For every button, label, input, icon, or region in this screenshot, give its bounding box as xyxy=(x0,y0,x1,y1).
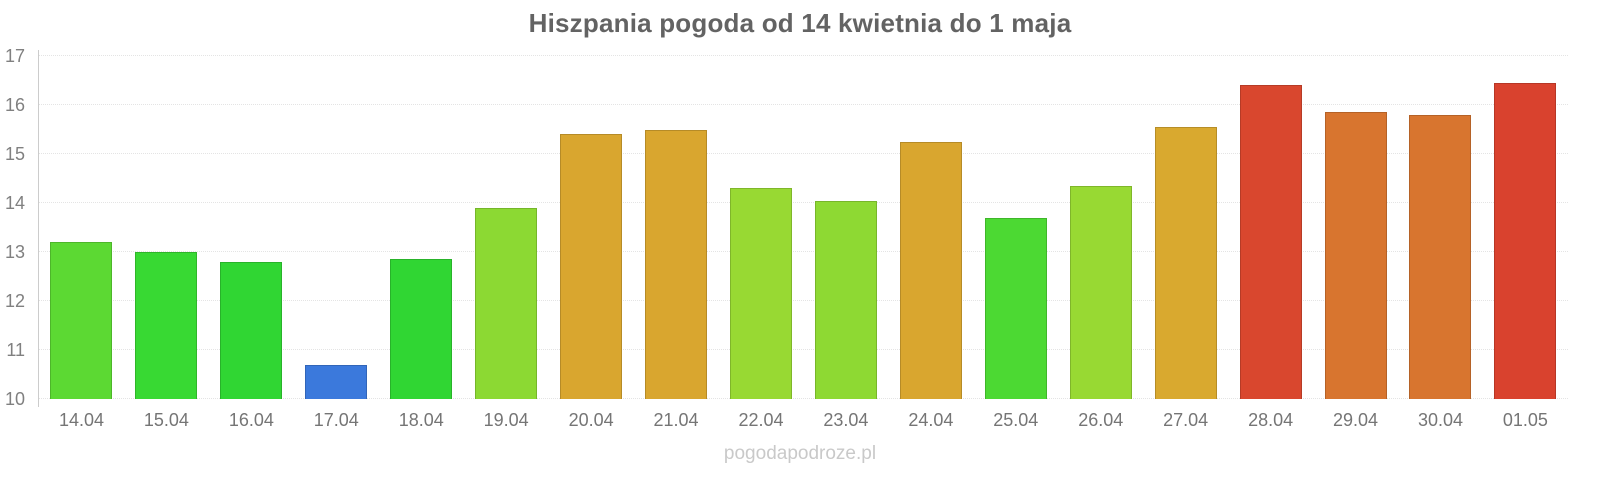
bar-27.04 xyxy=(1154,127,1217,399)
bar-slot: 15.04 xyxy=(135,56,198,430)
y-tick-label: 10 xyxy=(4,389,25,409)
bar-25.04 xyxy=(984,217,1047,399)
bar-slot: 30.04 xyxy=(1409,56,1472,430)
bar-slot: 29.04 xyxy=(1324,56,1387,430)
x-tick-label: 25.04 xyxy=(993,410,1039,430)
x-tick-label: 19.04 xyxy=(483,410,529,430)
y-tick-label: 11 xyxy=(6,340,25,360)
bar-22.04 xyxy=(729,188,792,399)
bar-slot: 26.04 xyxy=(1069,56,1132,430)
bar-slot: 20.04 xyxy=(560,56,623,430)
bar-slot: 28.04 xyxy=(1239,56,1302,430)
bar-21.04 xyxy=(645,129,708,399)
gridline xyxy=(39,251,1568,252)
gridline xyxy=(39,349,1568,350)
bar-slot: 19.04 xyxy=(475,56,538,430)
bar-20.04 xyxy=(560,134,623,399)
y-tick-label: 13 xyxy=(4,242,25,262)
x-tick-label: 16.04 xyxy=(228,410,274,430)
x-tick-label: 23.04 xyxy=(823,410,869,430)
x-tick-label: 29.04 xyxy=(1333,410,1379,430)
bar-slot: 24.04 xyxy=(899,56,962,430)
bars: 14.04 15.04 16.04 17.04 18.04 19.04 20.04 21.04… xyxy=(39,56,1568,430)
bar-28.04 xyxy=(1239,85,1302,399)
bar-23.04 xyxy=(814,200,877,399)
y-tick-label: 14 xyxy=(4,193,25,213)
bar-slot: 16.04 xyxy=(220,56,283,430)
x-tick-label: 28.04 xyxy=(1248,410,1294,430)
y-tick-label: 16 xyxy=(4,95,25,115)
bar-slot: 27.04 xyxy=(1154,56,1217,430)
chart-title: Hiszpania pogoda od 14 kwietnia do 1 maj… xyxy=(528,8,1072,38)
x-tick-label: 26.04 xyxy=(1078,410,1124,430)
bar-19.04 xyxy=(475,207,538,399)
bar-26.04 xyxy=(1069,185,1132,399)
x-tick-label: 20.04 xyxy=(568,410,614,430)
x-tick-label: 21.04 xyxy=(653,410,699,430)
x-tick-label: 15.04 xyxy=(143,410,189,430)
gridline xyxy=(39,104,1568,105)
bar-slot: 18.04 xyxy=(390,56,453,430)
gridline xyxy=(39,300,1568,301)
bar-16.04 xyxy=(220,261,283,399)
bar-17.04 xyxy=(305,364,368,399)
bar-slot: 23.04 xyxy=(814,56,877,430)
x-tick-label: 27.04 xyxy=(1163,410,1209,430)
bar-slot: 17.04 xyxy=(305,56,368,430)
watermark: pogodapodroze.pl xyxy=(723,443,877,464)
bar-slot: 01.05 xyxy=(1494,56,1557,430)
bar-18.04 xyxy=(390,259,453,399)
x-tick-label: 14.04 xyxy=(58,410,104,430)
gridline xyxy=(39,398,1568,399)
x-tick-label: 24.04 xyxy=(908,410,954,430)
plot-area: 14.04 15.04 16.04 17.04 18.04 19.04 20.04 21.04… xyxy=(39,55,1568,430)
bar-01.05 xyxy=(1494,82,1557,399)
bar-14.04 xyxy=(50,242,113,399)
bar-slot: 25.04 xyxy=(984,56,1047,430)
x-tick-label: 17.04 xyxy=(313,410,359,430)
x-tick-label: 01.05 xyxy=(1502,410,1548,430)
bar-slot: 22.04 xyxy=(729,56,792,430)
x-tick-label: 22.04 xyxy=(738,410,784,430)
bar-slot: 14.04 xyxy=(50,56,113,430)
gridline xyxy=(39,153,1568,154)
bar-15.04 xyxy=(135,252,198,399)
bar-30.04 xyxy=(1409,114,1472,399)
x-tick-label: 18.04 xyxy=(398,410,444,430)
y-tick-label: 17 xyxy=(4,46,25,66)
x-tick-label: 30.04 xyxy=(1417,410,1463,430)
y-tick-label: 15 xyxy=(4,144,25,164)
bar-24.04 xyxy=(899,141,962,399)
gridline xyxy=(39,202,1568,203)
gridline xyxy=(39,55,1568,56)
bar-29.04 xyxy=(1324,112,1387,399)
bar-slot: 21.04 xyxy=(645,56,708,430)
y-tick-label: 12 xyxy=(4,291,25,311)
y-axis-line xyxy=(38,50,39,407)
y-axis: 10 11 12 13 14 15 16 17 xyxy=(0,47,31,408)
